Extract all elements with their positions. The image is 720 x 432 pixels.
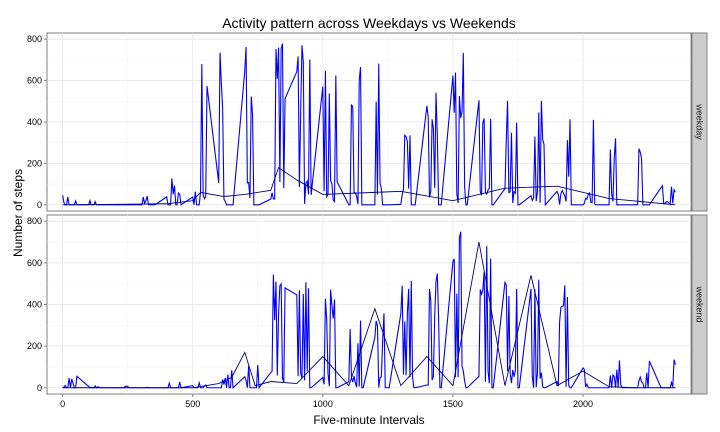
y-axis-title: Number of steps [11, 169, 25, 257]
y-tick-label: 400 [27, 300, 42, 310]
x-tick-label: 1500 [443, 399, 463, 409]
x-axis: 0 500 1000 1500 2000 [60, 394, 593, 409]
series-line-weekday [62, 43, 676, 207]
panel-weekday: 0 200 400 600 800 weekday [27, 32, 708, 212]
y-tick-label: 200 [27, 341, 42, 351]
facet-strip [691, 32, 708, 212]
x-tick-label: 2000 [573, 399, 593, 409]
panel-weekend: 0 200 400 600 800 weekend [27, 214, 708, 395]
y-tick-label: 0 [37, 383, 42, 393]
y-tick-label: 400 [27, 117, 42, 127]
y-tick-label: 200 [27, 158, 42, 168]
x-tick-label: 0 [60, 399, 65, 409]
y-tick-label: 800 [27, 34, 42, 44]
y-tick-label: 600 [27, 258, 42, 268]
x-tick-label: 1000 [313, 399, 333, 409]
facet-strip-label: weekday [695, 103, 705, 140]
mean-line-weekend [62, 241, 676, 389]
mean-line-weekday [62, 166, 676, 206]
facet-strip-label: weekend [695, 285, 705, 322]
y-tick-label: 600 [27, 76, 42, 86]
panels: 0 200 400 600 800 weekday 0 200 400 600 800 weekend [27, 32, 708, 395]
y-tick-label: 0 [37, 200, 42, 210]
x-tick-label: 500 [185, 399, 200, 409]
y-tick-label: 800 [27, 216, 42, 226]
facet-strip [691, 214, 708, 395]
chart-title: Activity pattern across Weekdays vs Week… [222, 15, 516, 31]
x-axis-title: Five-minute Intervals [313, 413, 424, 427]
